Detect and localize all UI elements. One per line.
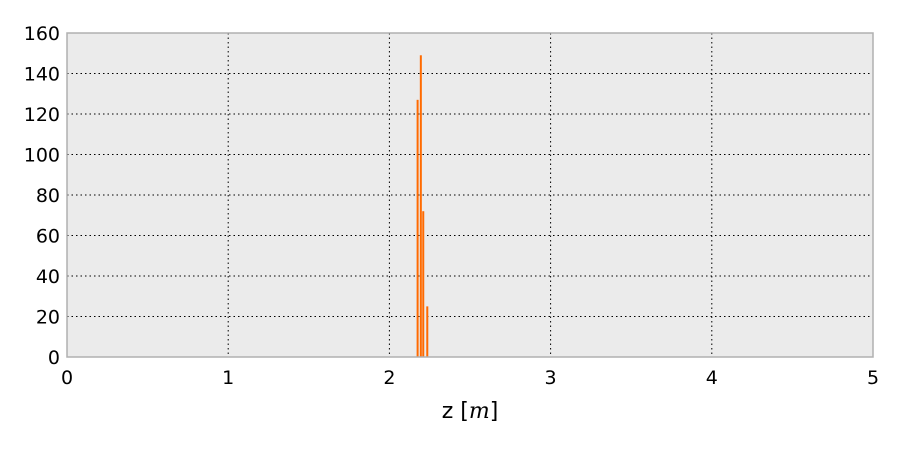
- y-tick-label: 40: [36, 266, 60, 288]
- y-tick-label: 20: [36, 307, 60, 329]
- y-tick-label: 160: [24, 23, 60, 45]
- x-tick-label: 0: [61, 367, 73, 389]
- plot-frame: [66, 32, 874, 358]
- bar: [416, 99, 419, 357]
- x-tick-label: 4: [706, 367, 718, 389]
- y-tick-label: 0: [48, 347, 60, 369]
- x-axis-label-text: z [: [442, 399, 469, 424]
- x-tick-label: 2: [383, 367, 395, 389]
- bar: [419, 55, 422, 358]
- x-tick-label: 3: [545, 367, 557, 389]
- x-axis-label: z [m]: [442, 399, 499, 424]
- y-tick-label: 100: [24, 145, 60, 167]
- x-axis-ticks: 0 1 2 3 4 5: [61, 367, 879, 389]
- y-axis-ticks: 0 20 40 60 80 100 120 140 160: [24, 23, 60, 369]
- bar: [422, 211, 425, 357]
- y-tick-label: 80: [36, 185, 60, 207]
- y-tick-label: 140: [24, 64, 60, 86]
- x-axis-label-close: ]: [490, 399, 499, 424]
- bars-group: [416, 55, 429, 358]
- x-tick-label: 1: [222, 367, 234, 389]
- x-tick-label: 5: [867, 367, 879, 389]
- bar: [426, 306, 429, 357]
- grid-lines: [67, 33, 873, 357]
- y-tick-label: 60: [36, 226, 60, 248]
- y-tick-label: 120: [24, 104, 60, 126]
- x-axis-label-math: m: [469, 399, 490, 424]
